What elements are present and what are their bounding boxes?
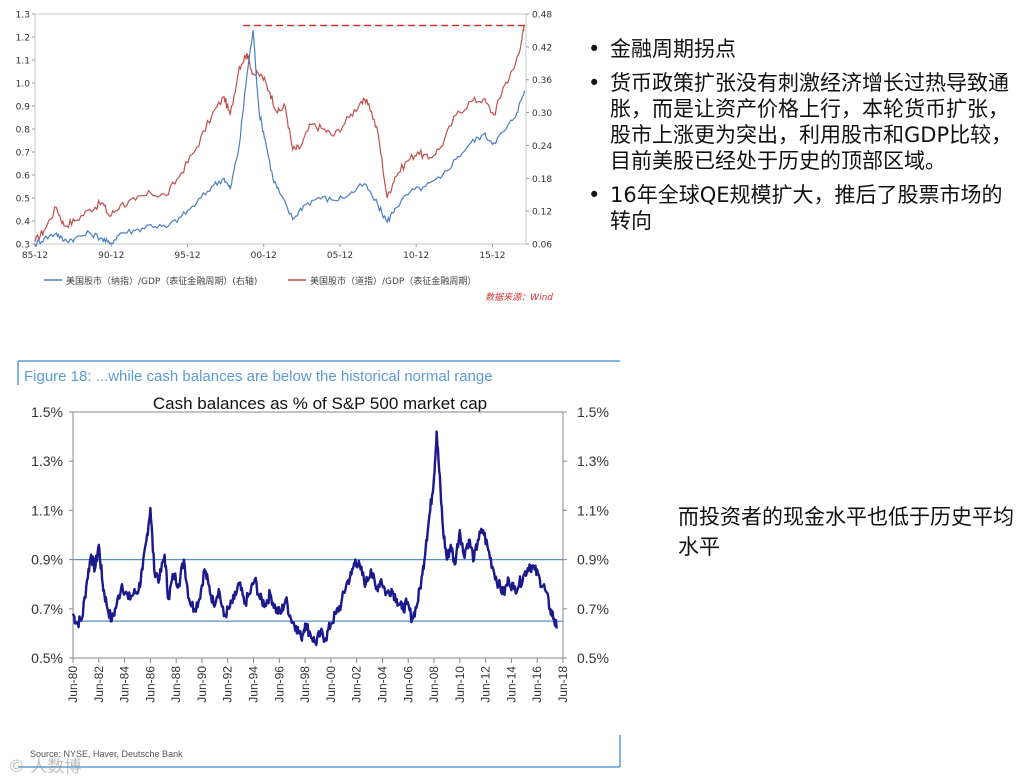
- cash-balances-chart: Figure 18: ...while cash balances are be…: [17, 360, 621, 768]
- x-axis-tick-label: 90-12: [98, 251, 124, 261]
- right-axis-tick-label: 0.24: [532, 142, 552, 152]
- left-axis-tick-label: 1.5%: [31, 404, 63, 420]
- left-axis-tick-label: 0.4: [16, 218, 31, 228]
- cash-balance-series-line: [71, 430, 558, 647]
- left-axis-tick-label: 1.0: [16, 80, 31, 90]
- left-axis-tick-label: 0.8: [16, 126, 31, 136]
- right-axis-tick-label: 1.5%: [577, 404, 609, 420]
- x-axis-tick-label: Jun-94: [247, 666, 261, 703]
- x-axis-tick-label: Jun-08: [427, 666, 441, 703]
- left-axis-tick-label: 0.9%: [31, 552, 63, 568]
- x-axis-tick-label: Jun-12: [479, 666, 493, 703]
- chart1-frame: [34, 13, 527, 245]
- x-axis-tick-label: 95-12: [174, 251, 200, 261]
- bullet-list: 金融周期拐点 货币政策扩张没有刺激经济增长过热导致通胀，而是让资产价格上行，本轮…: [588, 36, 1020, 242]
- left-axis-tick-label: 0.9: [16, 103, 31, 113]
- right-axis-tick-label: 1.1%: [577, 502, 609, 518]
- x-axis-tick-label: Jun-10: [453, 666, 467, 703]
- dow-gdp-series-line: [34, 24, 525, 243]
- right-axis-tick-label: 0.7%: [577, 601, 609, 617]
- x-axis-tick-label: Jun-86: [143, 666, 157, 703]
- x-axis-tick-label: 10-12: [403, 251, 429, 261]
- nasdaq-dow-gdp-chart: 0.3 0.4 0.5 0.6 0.7 0.8 0.9 1.0 1.1 1.2 1.3 0.06 0.…: [16, 11, 554, 304]
- watermark: © 人数博: [8, 757, 82, 777]
- chart1-source: 数据来源：Wind: [485, 292, 553, 303]
- x-axis-tick-label: Jun-80: [66, 666, 80, 703]
- x-axis-tick-label: Jun-14: [504, 666, 518, 703]
- bullet-item: 16年全球QE规模扩大，推后了股票市场的转向: [588, 182, 1020, 234]
- left-axis-tick-label: 1.3%: [31, 453, 63, 469]
- x-axis-tick-label: Jun-02: [350, 666, 364, 703]
- left-axis-tick-label: 0.5%: [31, 650, 63, 666]
- x-axis-tick-label: Jun-16: [530, 666, 544, 703]
- bullet-item: 金融周期拐点: [588, 36, 1020, 62]
- left-axis-tick-label: 0.7: [16, 149, 30, 159]
- right-axis-tick-label: 0.48: [532, 11, 552, 21]
- x-axis-tick-label: Jun-18: [556, 666, 570, 703]
- legend-label-nasdaq: 美国股市（纳指）/GDP（表征金融周期）(右轴): [66, 275, 257, 287]
- x-axis-tick-label: Jun-88: [169, 666, 183, 703]
- chart2-plot-frame: [72, 411, 564, 659]
- x-axis-tick-label: Jun-00: [324, 666, 338, 703]
- left-axis-tick-label: 0.3: [16, 241, 30, 251]
- legend-label-dow: 美国股市（道指）/GDP（表征金融周期）: [310, 275, 476, 287]
- x-axis-tick-label: Jun-90: [195, 666, 209, 703]
- bullet-item: 货币政策扩张没有刺激经济增长过热导致通胀，而是让资产价格上行，本轮货币扩张，股市…: [588, 70, 1020, 174]
- left-axis-tick-label: 0.6: [16, 172, 31, 182]
- right-axis-tick-label: 0.06: [532, 241, 552, 251]
- x-axis-tick-label: 00-12: [251, 251, 277, 261]
- x-axis-tick-label: Jun-96: [272, 666, 286, 703]
- right-axis-tick-label: 0.36: [532, 76, 552, 86]
- chart2-title: Cash balances as % of S&P 500 market cap: [153, 394, 487, 413]
- right-axis-tick-label: 0.5%: [577, 650, 609, 666]
- x-axis-tick-label: 15-12: [479, 251, 505, 261]
- right-axis-tick-label: 0.12: [532, 208, 552, 218]
- x-axis-tick-label: 85-12: [22, 251, 48, 261]
- left-axis-tick-label: 0.5: [16, 195, 30, 205]
- chart1-legend: 美国股市（纳指）/GDP（表征金融周期）(右轴) 美国股市（道指）/GDP（表征…: [44, 275, 476, 287]
- x-axis-tick-label: Jun-92: [221, 666, 235, 703]
- nasdaq-gdp-series-line: [34, 30, 526, 248]
- chart2-source: Source: NYSE, Haver, Deutsche Bank: [30, 749, 183, 759]
- figure-label: Figure 18: ...while cash balances are be…: [24, 368, 493, 385]
- right-axis-tick-label: 0.9%: [577, 552, 609, 568]
- right-axis-tick-label: 0.42: [532, 43, 552, 53]
- left-axis-tick-label: 1.1: [16, 57, 30, 67]
- x-axis-tick-label: Jun-06: [401, 666, 415, 703]
- left-axis-tick-label: 1.1%: [31, 502, 63, 518]
- right-axis-tick-label: 0.18: [532, 175, 552, 185]
- x-axis-tick-label: Jun-82: [92, 666, 106, 703]
- x-axis-tick-label: Jun-84: [118, 666, 132, 703]
- left-axis-tick-label: 1.2: [16, 34, 30, 44]
- right-axis-tick-label: 1.3%: [577, 453, 609, 469]
- left-axis-tick-label: 1.3: [16, 11, 30, 21]
- right-axis-tick-label: 0.30: [532, 109, 552, 119]
- left-axis-tick-label: 0.7%: [31, 601, 63, 617]
- investor-cash-note: 而投资者的现金水平也低于历史平均水平: [678, 505, 1014, 559]
- x-axis-tick-label: Jun-98: [298, 666, 312, 703]
- x-axis-tick-label: 05-12: [327, 251, 353, 261]
- x-axis-tick-label: Jun-04: [375, 666, 389, 703]
